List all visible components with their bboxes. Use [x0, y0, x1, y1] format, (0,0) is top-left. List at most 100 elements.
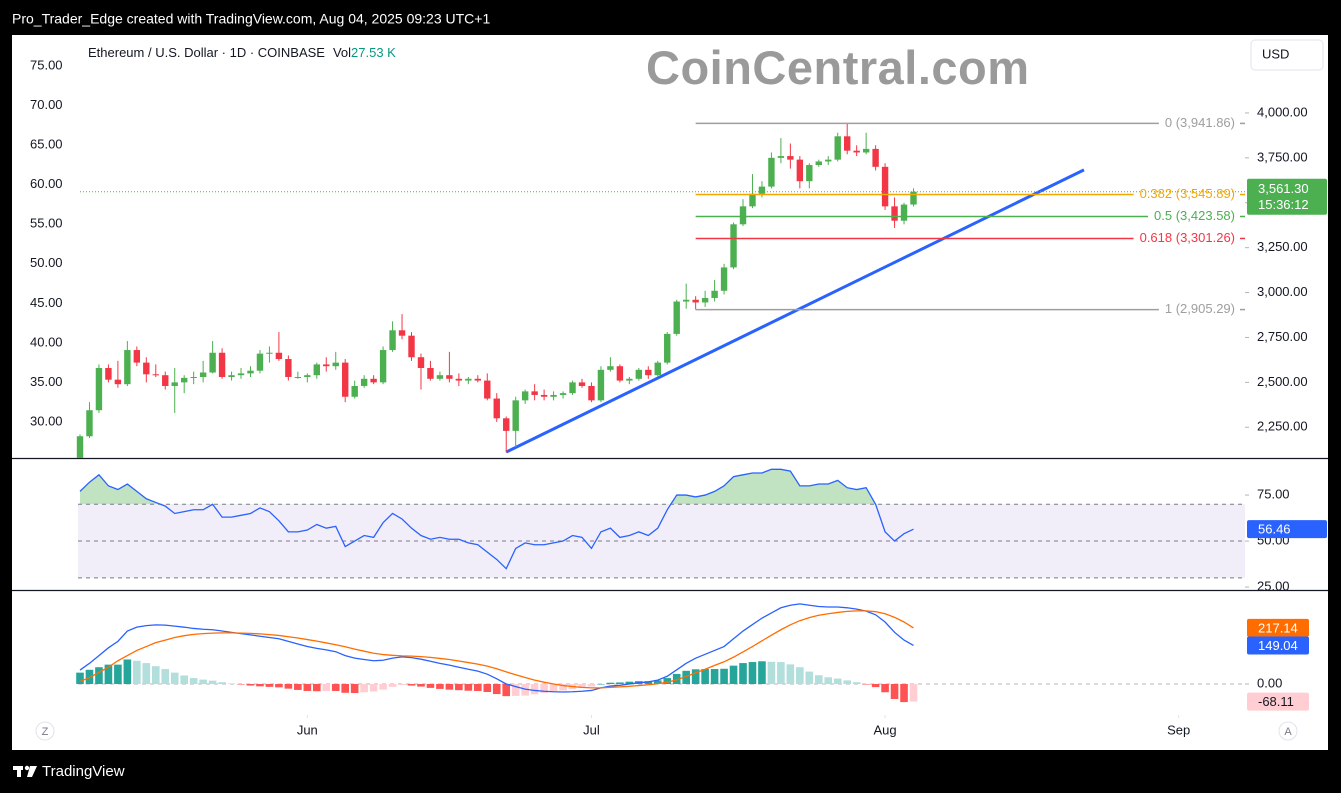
- x-tick-label: Aug: [874, 722, 897, 737]
- candle-body: [95, 368, 103, 411]
- macd-histogram-bar: [616, 682, 624, 684]
- macd-histogram-bar: [436, 684, 444, 689]
- macd-histogram-bar: [265, 684, 274, 687]
- currency-button[interactable]: [1250, 39, 1324, 71]
- candle-body: [512, 400, 519, 431]
- macd-histogram-bar: [881, 684, 889, 693]
- candle-body: [815, 161, 822, 166]
- signal-tag: [1247, 618, 1309, 637]
- candle-body: [720, 267, 728, 291]
- macd-tag-label: 149.04: [1258, 638, 1298, 653]
- candle-body: [881, 166, 889, 207]
- macd-histogram-bar: [653, 680, 662, 684]
- chart-background: [12, 35, 1328, 750]
- candle-body: [180, 377, 188, 383]
- macd-histogram-bar: [796, 667, 804, 684]
- x-tick-label: Jul: [583, 722, 600, 737]
- y-tick-label: 3,000.00: [1257, 284, 1308, 299]
- candle-body: [332, 362, 339, 367]
- macd-histogram-bar: [142, 663, 151, 684]
- candle-body: [550, 394, 557, 397]
- candle-body: [105, 368, 112, 380]
- candle-body: [474, 378, 482, 381]
- countdown: 15:36:12: [1258, 197, 1309, 212]
- macd-histogram-bar: [909, 684, 918, 702]
- scale-button[interactable]: [35, 721, 55, 741]
- macd-histogram-bar: [445, 684, 454, 690]
- rsi-pane: [78, 468, 1245, 579]
- macd-histogram-bar: [388, 684, 397, 687]
- macd-histogram-bar: [530, 684, 539, 695]
- macd-histogram-bar: [492, 684, 501, 695]
- candle-body: [578, 382, 586, 386]
- candle-body: [796, 159, 804, 182]
- candle-body: [597, 369, 605, 401]
- candle-body: [493, 398, 500, 419]
- macd-histogram-bar: [123, 659, 132, 684]
- volume-value: 27.53 K: [351, 45, 396, 60]
- macd-histogram-bar: [511, 684, 520, 696]
- candle-body: [152, 374, 159, 376]
- auto-button-label[interactable]: A: [1284, 726, 1292, 738]
- auto-button[interactable]: [1278, 721, 1298, 741]
- candle-body: [389, 330, 396, 351]
- macd-histogram-bar: [559, 684, 567, 691]
- candle-body: [379, 350, 387, 383]
- x-tick-label: Sep: [1167, 722, 1190, 737]
- macd-histogram-bar: [739, 663, 747, 684]
- macd-histogram-bar: [805, 671, 814, 684]
- macd-histogram-bar: [312, 684, 321, 692]
- y2-tick-label: 70.00: [30, 97, 63, 112]
- candle-body: [588, 385, 595, 401]
- candle-body: [285, 359, 292, 377]
- candle-body: [323, 364, 330, 367]
- candle-body: [370, 378, 377, 383]
- candle-body: [664, 333, 671, 363]
- macd-histogram-bar: [237, 684, 245, 685]
- candle-body: [711, 290, 718, 298]
- macd-histogram-bar: [729, 665, 738, 684]
- macd-histogram-bar: [578, 684, 586, 688]
- macd-histogram-bar: [701, 669, 709, 684]
- candle-body: [171, 382, 178, 386]
- candle-body: [162, 375, 169, 386]
- candle-body: [853, 150, 860, 153]
- fib-label: 0.618 (3,301.26): [1140, 230, 1235, 245]
- logo-text: TradingView: [42, 763, 125, 780]
- signal-line: [79, 610, 914, 689]
- macd-histogram-bar: [890, 684, 899, 699]
- macd-histogram-bar: [682, 670, 690, 684]
- candle-body: [446, 375, 453, 379]
- y-tick-label: 25.00: [1257, 578, 1290, 593]
- candle-body: [455, 378, 463, 381]
- macd-histogram-bar: [549, 684, 558, 692]
- macd-histogram-bar: [256, 684, 264, 687]
- candle-body: [787, 156, 794, 160]
- last-price-label: 3,561.30: [1258, 181, 1309, 196]
- macd-histogram-bar: [786, 664, 795, 684]
- candle-body: [531, 391, 538, 395]
- candle-body: [616, 366, 624, 381]
- scale-button-label[interactable]: Z: [42, 726, 49, 738]
- signal-tag-label: 217.14: [1258, 620, 1298, 635]
- macd-histogram-bar: [284, 684, 293, 689]
- candle-body: [408, 335, 415, 358]
- candle-body: [559, 393, 567, 395]
- macd-histogram-bar: [625, 681, 634, 684]
- macd-histogram-bar: [275, 684, 283, 688]
- macd-histogram-bar: [672, 673, 681, 684]
- macd-histogram-bar: [161, 669, 170, 684]
- macd-histogram-bar: [464, 684, 473, 691]
- candle-body: [626, 378, 633, 381]
- candle-body: [114, 379, 122, 385]
- candle-body: [465, 378, 472, 381]
- macd-histogram-bar: [540, 684, 548, 694]
- candle-body: [607, 366, 614, 370]
- currency-button-label[interactable]: USD: [1262, 46, 1289, 61]
- candle-body: [872, 148, 879, 167]
- macd-histogram-bar: [331, 684, 340, 691]
- y-tick-label: 2,500.00: [1257, 374, 1308, 389]
- y2-tick-label: 50.00: [30, 255, 63, 270]
- macd-histogram-bar: [95, 667, 103, 684]
